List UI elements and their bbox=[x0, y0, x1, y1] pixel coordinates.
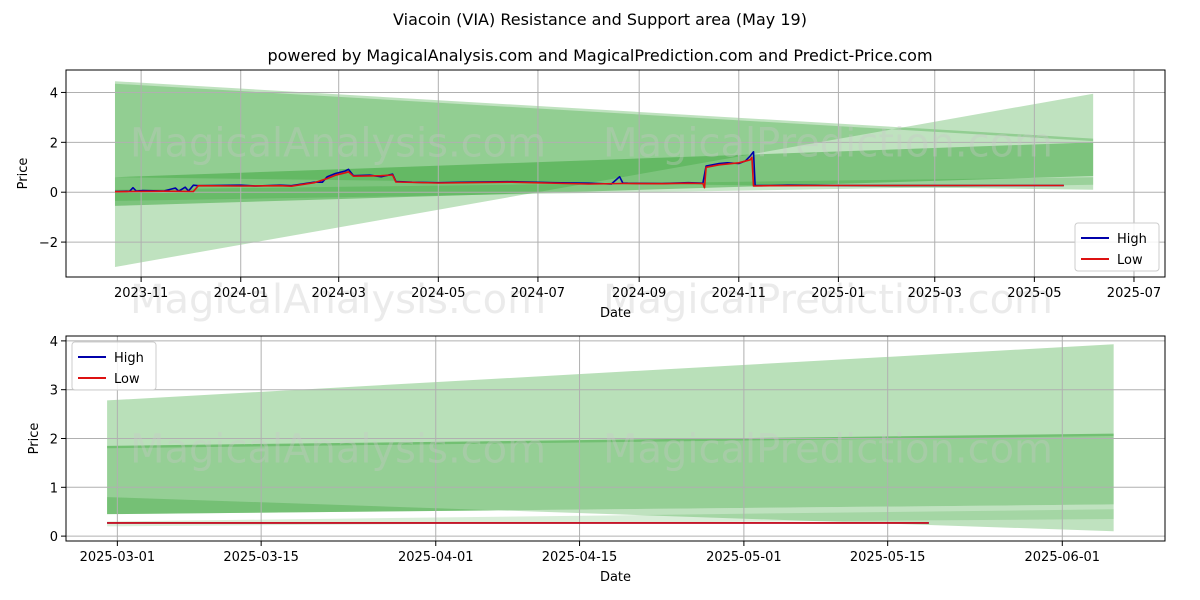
x-tick-label: 2023-11 bbox=[114, 286, 168, 301]
y-axis-label: Price bbox=[27, 423, 42, 455]
watermark: MagicalAnalysis.com bbox=[130, 120, 546, 166]
legend-label-low: Low bbox=[1117, 253, 1143, 268]
band-area-1 bbox=[107, 344, 1114, 449]
x-tick-label: 2025-07 bbox=[1107, 286, 1161, 301]
y-axis-label: Price bbox=[16, 158, 31, 190]
y-tick-label: 2 bbox=[50, 136, 58, 151]
chart-subtitle: powered by MagicalAnalysis.com and Magic… bbox=[267, 46, 933, 65]
watermark: MagicalPrediction.com bbox=[603, 120, 1053, 166]
legend-label-low: Low bbox=[114, 372, 140, 387]
y-tick-label: 0 bbox=[50, 530, 58, 545]
band-group bbox=[114, 81, 1094, 268]
x-tick-label: 2025-05-15 bbox=[850, 550, 926, 565]
plot-frame bbox=[65, 69, 1166, 278]
x-tick-label: 2025-06-01 bbox=[1025, 550, 1101, 565]
chart-panel-2: MagicalAnalysis.com MagicalPrediction.com… bbox=[27, 335, 1166, 585]
y-tick-label: 1 bbox=[50, 481, 58, 496]
chart-panel-1: MagicalAnalysis.com MagicalPrediction.com… bbox=[16, 69, 1166, 323]
x-tick-label: 2024-07 bbox=[511, 286, 565, 301]
band-area-4 bbox=[107, 509, 1114, 527]
chart-title: Viacoin (VIA) Resistance and Support are… bbox=[393, 10, 807, 29]
band-area-2 bbox=[114, 81, 1094, 190]
watermark: MagicalAnalysis.com bbox=[130, 277, 546, 323]
band-area-2 bbox=[107, 433, 1114, 515]
legend: High Low bbox=[71, 341, 157, 391]
x-tick-label: 2025-03-01 bbox=[80, 550, 156, 565]
band-area-3 bbox=[114, 142, 1094, 206]
x-tick-label: 2025-03 bbox=[908, 286, 962, 301]
watermark: MagicalPrediction.com bbox=[603, 277, 1053, 323]
x-axis-label: Date bbox=[600, 570, 631, 585]
x-tick-label: 2025-05-01 bbox=[706, 550, 782, 565]
x-tick-label: 2024-11 bbox=[712, 286, 766, 301]
y-tick-label: 4 bbox=[50, 335, 58, 350]
y-tick-label: 2 bbox=[50, 433, 58, 448]
y-tick-label: −2 bbox=[39, 236, 58, 251]
legend-label-high: High bbox=[1117, 232, 1147, 247]
x-tick-label: 2025-01 bbox=[811, 286, 865, 301]
legend-label-high: High bbox=[114, 351, 144, 366]
band-area-1 bbox=[114, 83, 1094, 268]
x-tick-label: 2024-05 bbox=[411, 286, 465, 301]
series-group bbox=[114, 151, 1064, 193]
watermark: MagicalPrediction.com bbox=[603, 426, 1053, 472]
series-line-low bbox=[114, 156, 1064, 193]
legend: High Low bbox=[1074, 222, 1160, 272]
y-tick-label: 4 bbox=[50, 86, 58, 101]
x-tick-label: 2025-03-15 bbox=[223, 550, 299, 565]
x-tick-label: 2024-03 bbox=[312, 286, 366, 301]
x-tick-label: 2025-04-01 bbox=[398, 550, 474, 565]
x-tick-label: 2025-04-15 bbox=[542, 550, 618, 565]
watermark: MagicalAnalysis.com bbox=[130, 426, 546, 472]
y-tick-label: 3 bbox=[50, 384, 58, 399]
x-tick-label: 2024-09 bbox=[612, 286, 666, 301]
band-area-4 bbox=[114, 177, 1094, 201]
x-axis-label: Date bbox=[600, 306, 631, 321]
y-tick-label: 0 bbox=[50, 186, 58, 201]
x-tick-label: 2024-01 bbox=[214, 286, 268, 301]
x-tick-label: 2025-05 bbox=[1007, 286, 1061, 301]
